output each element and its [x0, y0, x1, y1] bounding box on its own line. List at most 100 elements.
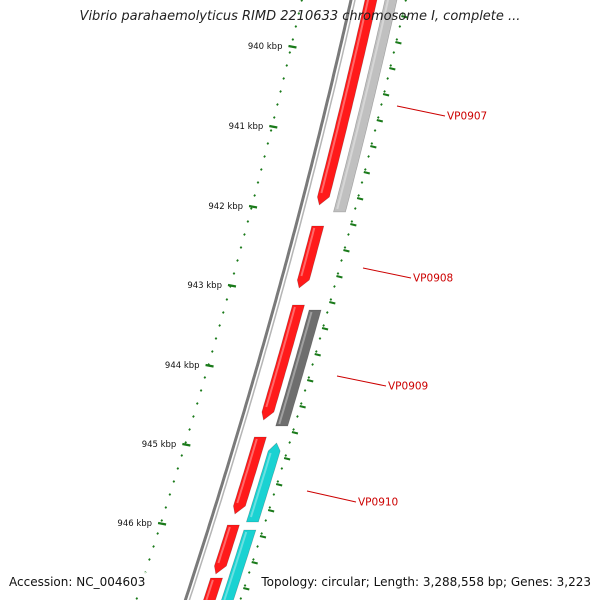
outer-major-tick	[343, 249, 350, 253]
outer-major-tick	[350, 223, 357, 227]
outer-minor-tick	[252, 558, 255, 561]
cds-feature-vp0909-forward[interactable]	[261, 304, 305, 421]
outer-minor-tick	[272, 493, 276, 496]
inner-minor-tick	[272, 116, 276, 119]
outer-minor-tick	[386, 77, 389, 80]
inner-minor-tick	[263, 155, 266, 158]
outer-minor-tick	[360, 181, 364, 184]
inner-minor-tick	[256, 181, 260, 184]
outer-minor-tick	[333, 285, 336, 288]
backbone-inner-line	[188, 0, 356, 600]
inner-major-tick	[157, 521, 167, 526]
outer-major-tick	[389, 67, 396, 71]
inner-minor-tick	[294, 25, 298, 28]
cds-feature-vp0910-forward-highlight	[236, 438, 258, 504]
inner-minor-tick	[266, 142, 270, 145]
inner-minor-tick	[135, 597, 139, 600]
outer-minor-tick	[398, 25, 402, 28]
outer-minor-tick	[392, 51, 396, 54]
ruler-labels: 940 kbp 941 kbp 942 kbp 943 kbp 944 kbp 945 k…	[117, 42, 282, 529]
outer-minor-tick	[401, 12, 405, 15]
cds-feature-vp0909-reverse-highlight	[278, 311, 313, 425]
inner-minor-tick	[172, 480, 176, 483]
outer-major-tick	[329, 301, 336, 305]
cds-feature-vp0909-reverse[interactable]	[275, 309, 322, 427]
outer-minor-tick	[353, 207, 357, 210]
outer-major-tick	[376, 119, 384, 123]
outer-minor-tick	[380, 103, 383, 106]
outer-minor-tick	[370, 142, 374, 145]
outer-minor-tick	[357, 194, 360, 197]
gene-label-leader	[336, 375, 387, 387]
outer-minor-tick	[276, 480, 280, 483]
inner-minor-tick	[188, 428, 191, 431]
outer-minor-tick	[395, 38, 399, 41]
cds-feature-vp0907-forward-highlight	[320, 0, 370, 194]
cds-feature-vp0907-reverse[interactable]	[333, 0, 399, 213]
inner-major-tick	[227, 283, 237, 288]
outer-major-tick	[382, 93, 390, 97]
outer-minor-tick	[256, 545, 259, 548]
inner-minor-tick	[236, 259, 239, 262]
gene-label-leader	[396, 105, 446, 117]
ruler-label: 946 kbp	[117, 519, 152, 529]
outer-major-tick	[321, 327, 329, 331]
inner-minor-tick	[192, 415, 195, 418]
map-title: Vibrio parahaemolyticus RIMD 2210633 chr…	[79, 9, 521, 24]
outer-major-tick	[283, 457, 291, 461]
outer-minor-tick	[318, 337, 322, 340]
ruler-label: 940 kbp	[248, 42, 283, 52]
inner-minor-tick	[210, 350, 214, 353]
accession-text: Accession: NC_004603	[9, 575, 146, 589]
outer-major-tick	[243, 587, 250, 591]
ruler-ticks	[135, 0, 408, 600]
cds-feature-next-forward-highlight	[217, 526, 231, 564]
inner-minor-tick	[225, 298, 229, 301]
outer-minor-tick	[347, 233, 350, 236]
outer-minor-tick	[329, 298, 333, 301]
outer-minor-tick	[264, 519, 268, 522]
cds-feature-next-reverse-highlight	[223, 531, 248, 600]
inner-minor-tick	[232, 272, 236, 275]
inner-minor-tick	[249, 207, 253, 210]
cds-feature-vp0910-reverse[interactable]	[245, 442, 281, 523]
inner-major-tick	[248, 204, 258, 209]
cds-feature-vp0907-forward[interactable]	[317, 0, 378, 206]
footer-left-backdrop	[4, 572, 146, 592]
outer-minor-tick	[311, 363, 314, 366]
inner-minor-tick	[259, 168, 263, 171]
cds-feature-vp0910-forward[interactable]	[233, 436, 267, 515]
chromosome-backbone	[183, 0, 356, 600]
inner-minor-tick	[195, 402, 199, 405]
inner-minor-tick	[214, 337, 218, 340]
outer-minor-tick	[340, 259, 343, 262]
cds-feature-last-forward-highlight	[205, 579, 214, 600]
outer-minor-tick	[292, 428, 295, 431]
ruler-label: 942 kbp	[208, 202, 243, 212]
inner-minor-tick	[176, 467, 180, 470]
outer-minor-tick	[303, 389, 307, 392]
outer-major-tick	[356, 197, 364, 201]
gene-label-vp0909[interactable]: VP0909	[388, 381, 428, 393]
outer-major-tick	[267, 509, 275, 513]
ruler-label: 941 kbp	[229, 122, 264, 132]
outer-major-tick	[306, 379, 314, 383]
outer-minor-tick	[389, 64, 393, 67]
cds-feature-last-forward[interactable]	[202, 577, 224, 600]
inner-minor-tick	[288, 51, 292, 54]
gene-label-vp0910[interactable]: VP0910	[358, 497, 398, 509]
cds-feature-vp0908[interactable]	[296, 225, 325, 289]
outer-minor-tick	[367, 155, 370, 158]
cds-feature-next-reverse[interactable]	[220, 529, 257, 600]
ruler-label: 943 kbp	[187, 281, 222, 291]
gene-labels[interactable]: VP0907 VP0908 VP0909 VP0910	[306, 105, 487, 509]
inner-minor-tick	[285, 64, 289, 67]
inner-major-tick	[269, 124, 278, 129]
gene-label-vp0907[interactable]: VP0907	[447, 111, 487, 123]
inner-minor-tick	[239, 246, 243, 249]
cds-features	[202, 0, 399, 600]
outer-major-tick	[291, 431, 299, 435]
outer-minor-tick	[239, 597, 243, 600]
cds-feature-next-forward[interactable]	[214, 524, 240, 575]
gene-label-vp0908[interactable]: VP0908	[413, 273, 453, 285]
